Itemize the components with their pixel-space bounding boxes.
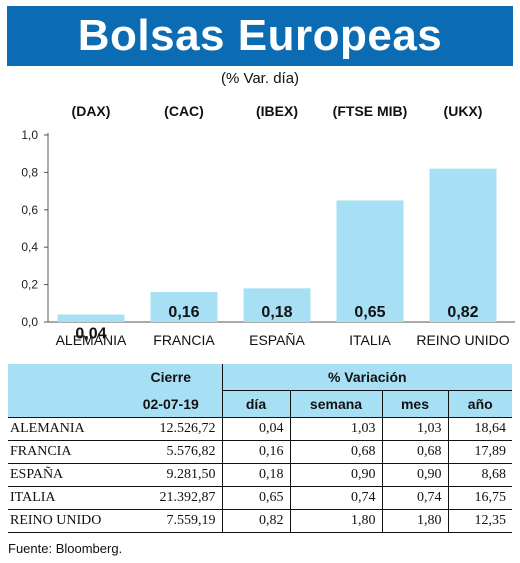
- row-country: ITALIA: [8, 486, 120, 510]
- y-tick-label: 0,8: [21, 165, 38, 179]
- row-cierre: 7.559,19: [120, 509, 222, 533]
- y-tick-label: 0,4: [21, 240, 38, 254]
- category-label: ALEMANIA: [56, 332, 127, 348]
- row-semana: 0,68: [289, 440, 382, 464]
- row-dia: 0,16: [221, 440, 290, 464]
- table-subheader-ano: año: [447, 390, 512, 418]
- bar-chart: 0,0 0,2 0,4 0,6 0,8 1,0 0,04 (DAX) ALEMANIA 0,16 (…: [21, 103, 515, 348]
- data-label: 0,65: [354, 304, 385, 321]
- chart-subtitle: (% Var. día): [220, 70, 300, 87]
- category-label: ITALIA: [349, 332, 391, 348]
- data-label: 0,82: [447, 304, 478, 321]
- row-ano: 17,89: [447, 440, 512, 464]
- row-semana: 0,74: [289, 486, 382, 510]
- table-row: REINO UNIDO 7.559,19 0,82 1,80 1,80 12,3…: [8, 509, 512, 533]
- category-label: ESPAÑA: [249, 332, 305, 348]
- row-country: REINO UNIDO: [8, 509, 120, 533]
- table-header-empty: [8, 364, 120, 391]
- row-ano: 18,64: [447, 417, 512, 441]
- index-label: (CAC): [164, 103, 204, 119]
- row-ano: 16,75: [447, 486, 512, 510]
- table-row: ALEMANIA 12.526,72 0,04 1,03 1,03 18,64: [8, 417, 512, 441]
- y-tick-label: 0,2: [21, 278, 38, 292]
- index-label: (IBEX): [256, 103, 298, 119]
- table-row: ITALIA 21.392,87 0,65 0,74 0,74 16,75: [8, 486, 512, 510]
- source-note: Fuente: Bloomberg.: [8, 541, 123, 556]
- page-title: Bolsas Europeas: [77, 11, 443, 60]
- row-ano: 8,68: [447, 463, 512, 487]
- bar: [243, 288, 311, 322]
- row-cierre: 21.392,87: [120, 486, 222, 510]
- data-label: 0,16: [168, 304, 199, 321]
- row-ano: 12,35: [447, 509, 512, 533]
- bar: [57, 314, 125, 322]
- row-country: ESPAÑA: [8, 463, 120, 487]
- row-dia: 0,65: [221, 486, 290, 510]
- row-cierre: 9.281,50: [120, 463, 222, 487]
- data-table: Cierre % Variación 02-07-19 día semana m…: [8, 364, 512, 533]
- data-table-container: Cierre % Variación 02-07-19 día semana m…: [8, 364, 512, 533]
- bar: [150, 292, 218, 322]
- row-mes: 0,90: [381, 463, 448, 487]
- row-country: ALEMANIA: [8, 417, 120, 441]
- row-dia: 0,18: [221, 463, 290, 487]
- title-banner: Bolsas Europeas: [7, 6, 513, 66]
- row-semana: 1,03: [289, 417, 382, 441]
- category-label: FRANCIA: [153, 332, 215, 348]
- data-label: 0,04: [75, 326, 106, 343]
- row-cierre: 5.576,82: [120, 440, 222, 464]
- y-tick-label: 1,0: [21, 128, 38, 142]
- table-subheader-semana: semana: [289, 390, 382, 418]
- row-cierre: 12.526,72: [120, 417, 222, 441]
- y-tick-label: 0,0: [21, 315, 38, 329]
- row-dia: 0,04: [221, 417, 290, 441]
- bar: [336, 200, 404, 322]
- index-label: (UKX): [444, 103, 483, 119]
- table-header-variacion: % Variación: [221, 364, 512, 391]
- row-dia: 0,82: [221, 509, 290, 533]
- bar: [429, 168, 497, 322]
- row-country: FRANCIA: [8, 440, 120, 464]
- row-semana: 1,80: [289, 509, 382, 533]
- data-label: 0,18: [261, 304, 292, 321]
- row-mes: 1,03: [381, 417, 448, 441]
- table-subheader-mes: mes: [381, 390, 448, 418]
- table-subheader-dia: día: [221, 390, 290, 418]
- index-label: (FTSE MIB): [333, 103, 408, 119]
- table-header-cierre: Cierre: [120, 364, 222, 391]
- index-label: (DAX): [72, 103, 111, 119]
- y-tick-label: 0,6: [21, 203, 38, 217]
- table-subheader-empty: [8, 390, 120, 418]
- row-mes: 0,74: [381, 486, 448, 510]
- table-subheader-date: 02-07-19: [120, 390, 222, 418]
- table-row: FRANCIA 5.576,82 0,16 0,68 0,68 17,89: [8, 440, 512, 464]
- category-label: REINO UNIDO: [416, 332, 509, 348]
- row-mes: 1,80: [381, 509, 448, 533]
- table-row: ESPAÑA 9.281,50 0,18 0,90 0,90 8,68: [8, 463, 512, 487]
- row-semana: 0,90: [289, 463, 382, 487]
- row-mes: 0,68: [381, 440, 448, 464]
